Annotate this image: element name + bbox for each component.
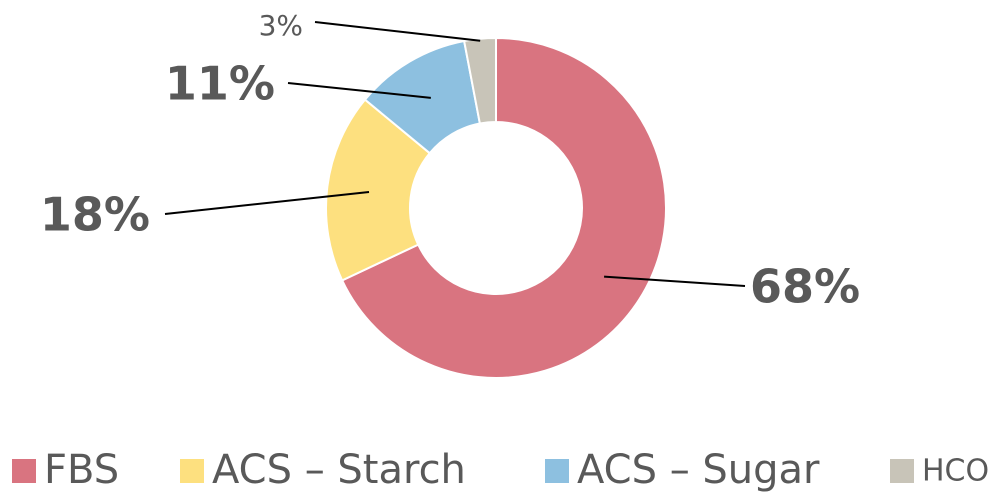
leader-line: [287, 82, 431, 99]
leader-line: [314, 21, 481, 42]
legend-swatch: [180, 459, 204, 483]
data-label: 11%: [165, 57, 275, 111]
legend-swatch: [545, 459, 569, 483]
legend-label: ACS – Sugar: [577, 447, 820, 493]
legend-label: ACS – Starch: [212, 447, 466, 493]
donut-slice: [325, 98, 432, 282]
data-label: 18%: [40, 188, 150, 242]
legend-swatch: [12, 459, 36, 483]
donut-slice: [340, 36, 667, 379]
legend-label: HCO: [922, 454, 989, 489]
data-label: 68%: [750, 260, 860, 314]
leader-line: [604, 275, 746, 287]
leader-line: [164, 190, 370, 215]
data-label: 3%: [259, 9, 303, 42]
legend-label: FBS: [44, 447, 119, 493]
legend-swatch: [890, 459, 914, 483]
